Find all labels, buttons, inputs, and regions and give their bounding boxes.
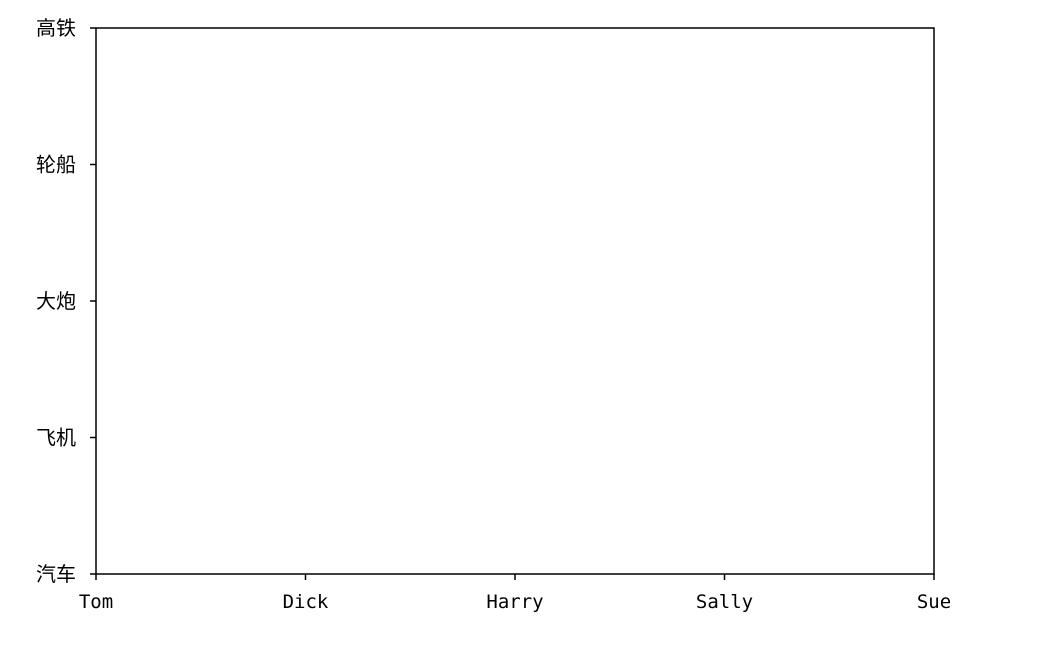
y-tick-label: 高铁 [36,16,76,40]
y-axis: 汽车 飞机 大炮 轮船 高铁 [36,16,96,586]
x-tick-label: Tom [79,591,113,613]
x-tick-label: Harry [486,591,543,613]
x-axis: Tom Dick Harry Sally Sue [79,574,951,613]
x-tick-label: Sally [696,591,753,613]
plot-area [95,27,935,575]
x-tick-label: Dick [283,591,329,613]
y-tick-label: 大炮 [36,289,76,313]
y-tick-label: 轮船 [36,153,76,177]
y-tick-label: 汽车 [36,562,76,586]
y-tick-label: 飞机 [36,426,76,450]
x-tick-label: Sue [917,591,951,613]
